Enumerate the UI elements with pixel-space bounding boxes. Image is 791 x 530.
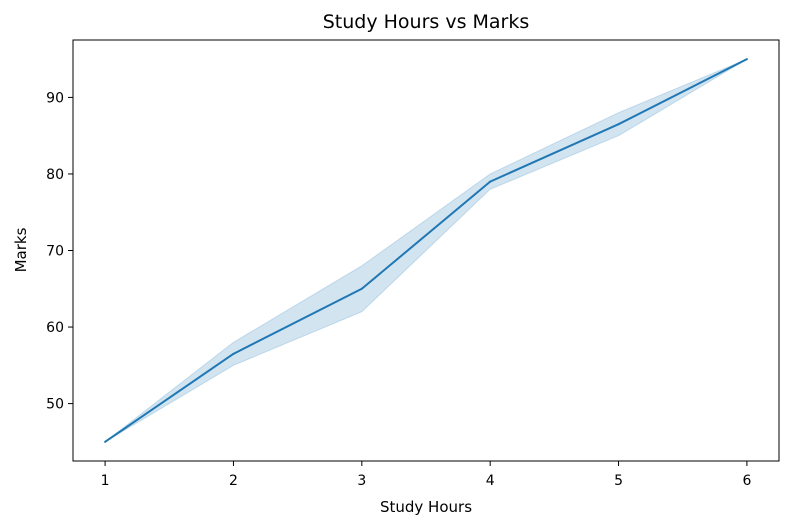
y-tick-label: 70	[46, 244, 64, 260]
y-tick-label: 80	[46, 167, 64, 183]
x-tick-label: 1	[101, 473, 110, 489]
chart-title: Study Hours vs Marks	[323, 11, 530, 33]
x-axis-label: Study Hours	[380, 498, 472, 516]
data-point	[360, 287, 363, 290]
y-tick-label: 60	[46, 320, 64, 336]
x-tick-label: 5	[614, 473, 623, 489]
data-point	[745, 58, 748, 61]
series-line	[104, 58, 748, 443]
x-tick-label: 3	[357, 473, 366, 489]
y-axis: 50 60 70 80 90	[46, 90, 73, 413]
x-tick-label: 6	[742, 473, 751, 489]
data-points	[104, 58, 748, 443]
data-point	[232, 352, 235, 355]
plot-area	[72, 39, 780, 462]
y-tick-label: 50	[46, 397, 64, 413]
data-point	[617, 123, 620, 126]
y-axis-label: Marks	[12, 227, 30, 272]
x-tick-label: 4	[486, 473, 495, 489]
confidence-band	[104, 58, 748, 443]
data-point	[104, 440, 107, 443]
x-axis: 1 2 3 4 5 6	[101, 461, 751, 489]
y-tick-label: 90	[46, 90, 64, 106]
x-tick-label: 2	[229, 473, 238, 489]
data-point	[489, 180, 492, 183]
